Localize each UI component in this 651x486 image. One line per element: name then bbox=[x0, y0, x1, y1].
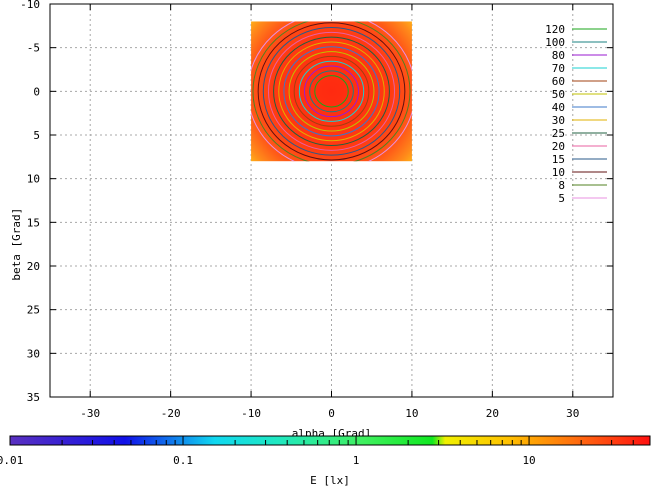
legend-label: 30 bbox=[552, 114, 565, 127]
contour-level-10 bbox=[257, 22, 406, 161]
contour-level-60 bbox=[293, 55, 370, 127]
x-axis-ticks: -30 -20 -10 0 10 20 30 bbox=[80, 4, 579, 420]
contour-level-120 bbox=[314, 75, 349, 108]
legend-label: 15 bbox=[552, 153, 565, 166]
legend-label: 70 bbox=[552, 62, 565, 75]
x-tick-label: -20 bbox=[161, 407, 181, 420]
colorbar-tick-label: 10 bbox=[522, 454, 535, 467]
legend-label: 50 bbox=[552, 88, 565, 101]
contour-level-70 bbox=[298, 60, 365, 122]
legend-label: 8 bbox=[558, 179, 565, 192]
contour-level-25 bbox=[273, 36, 390, 147]
legend-label: 40 bbox=[552, 101, 565, 114]
colorbar-tick-label: 0.01 bbox=[0, 454, 23, 467]
legend-label: 100 bbox=[545, 36, 565, 49]
x-tick-label: 0 bbox=[328, 407, 335, 420]
x-tick-label: 20 bbox=[486, 407, 499, 420]
y-axis-label: beta [Grad] bbox=[10, 208, 23, 281]
x-tick-label: 10 bbox=[405, 407, 418, 420]
legend-label: 60 bbox=[552, 75, 565, 88]
contour-lines bbox=[251, 21, 412, 162]
contour-level-30 bbox=[278, 41, 385, 142]
y-tick-label: 35 bbox=[27, 391, 40, 404]
contour-level-80 bbox=[303, 65, 360, 118]
y-tick-label: 0 bbox=[33, 85, 40, 98]
y-tick-label: 25 bbox=[27, 304, 40, 317]
x-tick-label: -30 bbox=[80, 407, 100, 420]
contour-level-20 bbox=[267, 31, 396, 151]
contour-level-100 bbox=[309, 70, 354, 113]
x-tick-label: -10 bbox=[241, 407, 261, 420]
legend-label: 20 bbox=[552, 140, 565, 153]
y-tick-label: 30 bbox=[27, 347, 40, 360]
colorbar-ticks: 0.01 0.1 1 10 bbox=[0, 436, 651, 467]
legend-label: 25 bbox=[552, 127, 565, 140]
y-tick-label: 10 bbox=[27, 173, 40, 186]
legend-label: 120 bbox=[545, 23, 565, 36]
y-tick-label: -5 bbox=[27, 42, 40, 55]
legend-label: 10 bbox=[552, 166, 565, 179]
y-tick-label: 20 bbox=[27, 260, 40, 273]
contour-level-15 bbox=[262, 27, 401, 156]
colorbar-tick-label: 1 bbox=[353, 454, 360, 467]
colorbar-tick-label: 0.1 bbox=[173, 454, 193, 467]
y-tick-label: 5 bbox=[33, 129, 40, 142]
legend-label: 5 bbox=[558, 192, 565, 205]
y-tick-label: 15 bbox=[27, 216, 40, 229]
x-tick-label: 30 bbox=[566, 407, 579, 420]
colorbar bbox=[9, 435, 651, 446]
legend-label: 80 bbox=[552, 49, 565, 62]
y-tick-label: -10 bbox=[20, 0, 40, 11]
contour-level-40 bbox=[283, 46, 380, 137]
colorbar-label: E [lx] bbox=[310, 474, 350, 486]
contour-level-8 bbox=[252, 21, 411, 162]
contour-level-50 bbox=[288, 51, 375, 132]
